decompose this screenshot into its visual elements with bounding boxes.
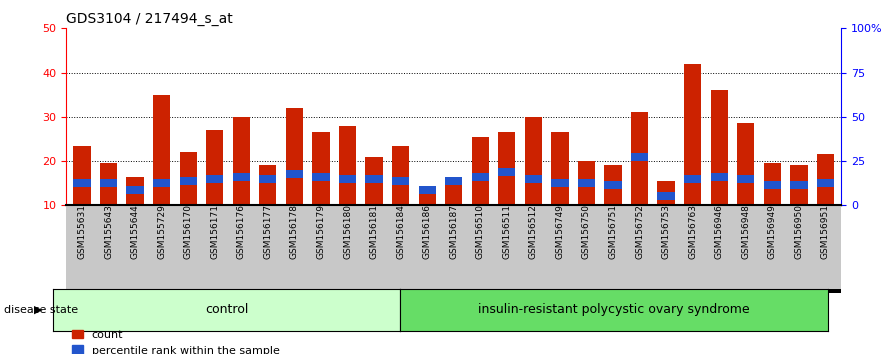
Bar [339, 175, 356, 183]
Bar [684, 64, 701, 205]
Bar [233, 117, 250, 205]
Bar [445, 177, 463, 185]
Bar [206, 175, 224, 183]
Bar [233, 172, 250, 181]
Bar [604, 181, 622, 189]
Text: GDS3104 / 217494_s_at: GDS3104 / 217494_s_at [66, 12, 233, 26]
Bar [418, 186, 436, 194]
Bar [127, 177, 144, 205]
Bar [471, 172, 489, 181]
Bar [339, 126, 356, 205]
Text: control: control [204, 303, 248, 316]
Bar [817, 154, 834, 205]
Legend: count, percentile rank within the sample: count, percentile rank within the sample [71, 330, 279, 354]
Bar [285, 170, 303, 178]
Bar [790, 181, 808, 189]
Bar [737, 175, 754, 183]
Bar [817, 179, 834, 187]
Bar [552, 132, 568, 205]
Bar [684, 175, 701, 183]
Bar [180, 152, 196, 205]
Bar [153, 95, 170, 205]
Bar [631, 113, 648, 205]
Bar [445, 183, 463, 205]
Bar [764, 181, 781, 189]
Bar [392, 145, 410, 205]
Bar [604, 166, 622, 205]
Bar [578, 179, 595, 187]
Bar [73, 145, 91, 205]
Bar [366, 175, 382, 183]
Bar [790, 166, 808, 205]
Bar [525, 117, 542, 205]
Bar [73, 179, 91, 187]
Bar [313, 132, 329, 205]
Bar [100, 163, 117, 205]
Bar [418, 194, 436, 205]
Bar [498, 132, 515, 205]
Bar [631, 153, 648, 161]
Text: disease state: disease state [4, 305, 78, 315]
Bar [206, 130, 224, 205]
Bar [285, 108, 303, 205]
Text: insulin-resistant polycystic ovary syndrome: insulin-resistant polycystic ovary syndr… [478, 303, 750, 316]
Bar [578, 161, 595, 205]
Bar [711, 172, 728, 181]
Bar [180, 177, 196, 185]
Bar [525, 175, 542, 183]
Bar [498, 168, 515, 176]
Bar [657, 181, 675, 205]
Text: ▶: ▶ [33, 305, 42, 315]
Bar [764, 163, 781, 205]
Bar [127, 186, 144, 194]
Bar [313, 172, 329, 181]
Bar [153, 179, 170, 187]
Bar [259, 166, 277, 205]
Bar [711, 90, 728, 205]
Bar [100, 179, 117, 187]
Bar [737, 124, 754, 205]
Bar [552, 179, 568, 187]
Bar [657, 193, 675, 200]
Bar [259, 175, 277, 183]
Bar [366, 156, 382, 205]
Bar [392, 177, 410, 185]
Bar [471, 137, 489, 205]
